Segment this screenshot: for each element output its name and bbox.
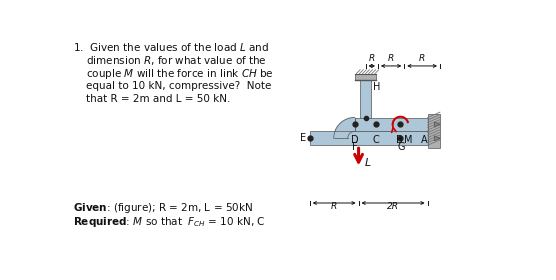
Text: $\bf{Required}$: $M$ so that  $F_{CH}$ = 10 kN, C: $\bf{Required}$: $M$ so that $F_{CH}$ = …	[73, 215, 266, 229]
Text: 1.  Given the values of the load $L$ and: 1. Given the values of the load $L$ and	[73, 41, 270, 53]
Text: R: R	[419, 54, 425, 63]
Text: B: B	[396, 135, 403, 145]
Text: R: R	[331, 202, 337, 211]
Text: couple $M$ will the force in link $CH$ be: couple $M$ will the force in link $CH$ b…	[73, 67, 274, 81]
Polygon shape	[435, 136, 440, 141]
Text: H: H	[373, 83, 381, 92]
Text: C: C	[373, 135, 379, 145]
Text: that R = 2m and L = 50 kN.: that R = 2m and L = 50 kN.	[73, 94, 231, 104]
Text: E: E	[300, 133, 306, 143]
Bar	[310, 131, 428, 145]
Bar	[355, 118, 428, 131]
Text: G: G	[398, 142, 405, 152]
Text: D: D	[351, 135, 359, 145]
Polygon shape	[334, 118, 355, 138]
Bar	[428, 115, 440, 148]
Text: dimension $R$, for what value of the: dimension $R$, for what value of the	[73, 54, 267, 67]
Text: $\bf{Given}$: (figure); R = 2m, L = 50kN: $\bf{Given}$: (figure); R = 2m, L = 50kN	[73, 202, 254, 216]
Text: M: M	[404, 135, 413, 145]
Text: R: R	[369, 54, 375, 63]
Polygon shape	[435, 122, 440, 127]
Text: A: A	[421, 135, 428, 145]
Text: 2R: 2R	[387, 202, 399, 211]
Text: F: F	[352, 142, 358, 152]
Bar	[360, 80, 371, 118]
Bar	[355, 74, 376, 80]
Text: $L$: $L$	[364, 156, 371, 168]
Text: R: R	[388, 54, 394, 63]
Text: equal to 10 kN, compressive?  Note: equal to 10 kN, compressive? Note	[73, 81, 272, 90]
